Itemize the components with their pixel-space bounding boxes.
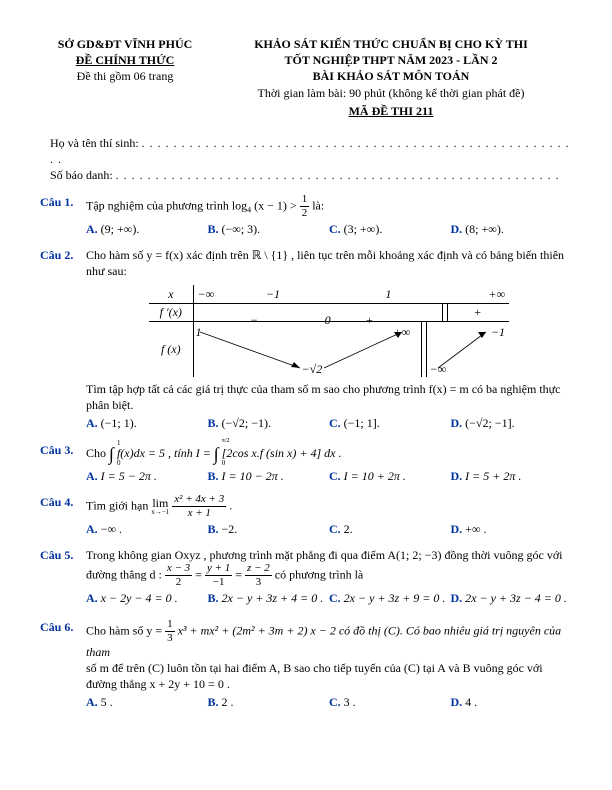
q4-options: A. −∞ . B. −2. C. 2. D. +∞ . <box>86 521 572 537</box>
question-4: Câu 4. Tìm giới hạn lim x→−1 x² + 4x + 3… <box>40 494 572 537</box>
title-2: TỐT NGHIỆP THPT NĂM 2023 - LẦN 2 <box>210 52 572 68</box>
exam-time: Thời gian làm bài: 90 phút (không kể thờ… <box>210 85 572 101</box>
org: SỞ GD&ĐT VĨNH PHÚC <box>40 36 210 52</box>
q5-options: A. x − 2y − 4 = 0 . B. 2x − y + 3z + 4 =… <box>86 590 572 608</box>
title-1: KHẢO SÁT KIẾN THỨC CHUẨN BỊ CHO KỲ THI <box>210 36 572 52</box>
arrow-down-1 <box>200 332 308 372</box>
integral-1: ∫10 <box>109 444 114 464</box>
question-5: Câu 5. Trong không gian Oxyz , phương tr… <box>40 547 572 608</box>
title-3: BÀI KHẢO SÁT MÔN TOÁN <box>210 68 572 84</box>
q1-num: Câu 1. <box>40 194 86 237</box>
integral-2: ∫π/20 <box>214 444 219 464</box>
official: ĐỀ CHÍNH THỨC <box>40 52 210 68</box>
id-label: Số báo danh: <box>50 168 116 182</box>
question-3: Câu 3. Cho ∫10 f(x)dx = 5 , tính I = ∫π/… <box>40 442 572 484</box>
q2-options: A. (−1; 1). B. (−√2; −1). C. (−1; 1]. D.… <box>86 415 572 431</box>
header: SỞ GD&ĐT VĨNH PHÚC ĐỀ CHÍNH THỨC Đề thi … <box>40 36 572 119</box>
header-right: KHẢO SÁT KIẾN THỨC CHUẨN BỊ CHO KỲ THI T… <box>210 36 572 119</box>
q5-num: Câu 5. <box>40 547 86 608</box>
header-left: SỞ GD&ĐT VĨNH PHÚC ĐỀ CHÍNH THỨC Đề thi … <box>40 36 210 119</box>
q6-options: A. 5 . B. 2 . C. 3 . D. 4 . <box>86 694 572 710</box>
q6-text1: Cho hàm số y = 13 x³ + mx² + (2m² + 3m +… <box>86 619 572 660</box>
q4-num: Câu 4. <box>40 494 86 537</box>
q1-text: Tập nghiệm của phương trình log4 (x − 1)… <box>86 194 572 219</box>
variation-table: x −∞ −1 1 +∞ f ′(x) −0 + + f (x) 1 <box>149 285 509 377</box>
question-2: Câu 2. Cho hàm số y = f(x) xác định trên… <box>40 247 572 432</box>
q3-options: A. I = 5 − 2π . B. I = 10 − 2π . C. I = … <box>86 468 572 484</box>
candidate-info: Họ và tên thí sinh: . . . . . . . . . . … <box>50 135 572 184</box>
frac-limit: x² + 4x + 3x + 1 <box>172 494 226 519</box>
id-dots: . . . . . . . . . . . . . . . . . . . . … <box>116 168 560 182</box>
q5-text2: đường thẳng d : x − 32 = y + 1−1 = z − 2… <box>86 563 572 588</box>
q5-text1: Trong không gian Oxyz , phương trình mặt… <box>86 547 572 563</box>
q6-text2: số m để trên (C) luôn tồn tại hai điểm A… <box>86 660 572 692</box>
q2-text1: Cho hàm số y = f(x) xác định trên ℝ \ {1… <box>86 247 572 279</box>
question-1: Câu 1. Tập nghiệm của phương trình log4 … <box>40 194 572 237</box>
exam-code: MÃ ĐỀ THI 211 <box>210 103 572 119</box>
name-label: Họ và tên thí sinh: <box>50 136 142 150</box>
page-count: Đề thi gồm 06 trang <box>40 68 210 84</box>
q2-num: Câu 2. <box>40 247 86 432</box>
q1-options: A. (9; +∞). B. (−∞; 3). C. (3; +∞). D. (… <box>86 221 572 237</box>
frac-1-2: 12 <box>300 194 310 219</box>
q3-num: Câu 3. <box>40 442 86 484</box>
q6-num: Câu 6. <box>40 619 86 711</box>
q3-text: Cho ∫10 f(x)dx = 5 , tính I = ∫π/20 [2co… <box>86 442 572 466</box>
arrow-up-1 <box>324 330 414 370</box>
question-6: Câu 6. Cho hàm số y = 13 x³ + mx² + (2m²… <box>40 619 572 711</box>
q4-text: Tìm giới hạn lim x→−1 x² + 4x + 3x + 1 . <box>86 494 572 519</box>
q2-text2: Tìm tập hợp tất cả các giá trị thực của … <box>86 381 572 413</box>
arrow-up-2 <box>438 330 498 370</box>
